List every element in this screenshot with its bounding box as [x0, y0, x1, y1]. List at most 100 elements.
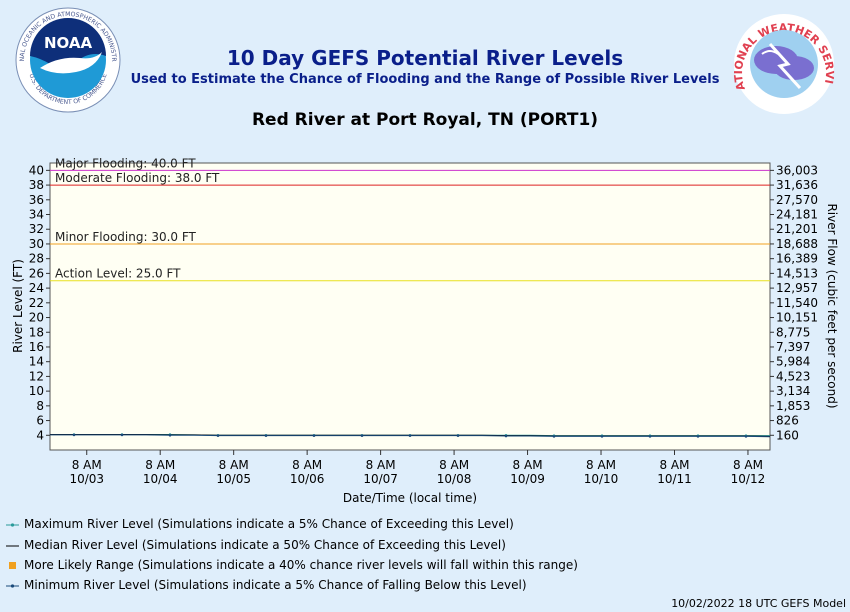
- y-tick-label: 10: [29, 384, 44, 398]
- y2-tick-label: 7,397: [776, 340, 810, 354]
- threshold-label: Moderate Flooding: 38.0 FT: [55, 171, 220, 185]
- y-tick-label: 22: [29, 296, 44, 310]
- series-point: [120, 433, 124, 437]
- legend-item-max: Maximum River Level (Simulations indicat…: [6, 516, 514, 532]
- x-tick-date-label: 10/03: [69, 472, 104, 486]
- y2-tick-label: 12,957: [776, 281, 818, 295]
- series-point: [456, 434, 460, 437]
- x-tick-date-label: 10/11: [657, 472, 692, 486]
- legend-label: Maximum River Level (Simulations indicat…: [24, 517, 514, 531]
- legend-swatch: [6, 545, 19, 546]
- series-point: [168, 433, 172, 437]
- x-tick-time-label: 8 AM: [733, 458, 763, 472]
- y-tick-label: 40: [29, 163, 44, 177]
- y2-tick-label: 21,201: [776, 222, 818, 236]
- legend-swatch-marker: [10, 522, 15, 527]
- x-tick-time-label: 8 AM: [292, 458, 322, 472]
- page-title: 10 Day GEFS Potential River Levels: [226, 46, 624, 70]
- page-subtitle: Used to Estimate the Chance of Flooding …: [130, 72, 720, 87]
- x-tick-time-label: 8 AM: [219, 458, 249, 472]
- y2-tick-label: 10,151: [776, 311, 818, 325]
- y-tick-label: 16: [29, 340, 44, 354]
- model-run-footer: 10/02/2022 18 UTC GEFS Model: [671, 597, 846, 610]
- noaa-logo-text: NOAA: [44, 34, 93, 52]
- y-tick-label: 20: [29, 311, 44, 325]
- y2-tick-label: 24,181: [776, 208, 818, 222]
- y-tick-label: 6: [36, 414, 44, 428]
- y2-tick-label: 826: [776, 414, 799, 428]
- series-point: [264, 434, 268, 437]
- series-point: [216, 434, 220, 437]
- x-axis-label: Date/Time (local time): [343, 491, 477, 505]
- y-axis-label: River Level (FT): [11, 259, 25, 353]
- y2-axis-label: River Flow (cubic feet per second): [825, 203, 839, 408]
- series-point: [408, 434, 412, 437]
- x-tick-time-label: 8 AM: [513, 458, 543, 472]
- legend-item-min: Minimum River Level (Simulations indicat…: [6, 577, 527, 593]
- y-tick-label: 26: [29, 266, 44, 280]
- series-point: [360, 434, 364, 437]
- legend-item-median: Median River Level (Simulations indicate…: [6, 537, 506, 553]
- x-tick-date-label: 10/06: [290, 472, 325, 486]
- legend-swatch: [6, 583, 19, 588]
- y2-tick-label: 16,389: [776, 252, 818, 266]
- x-tick-time-label: 8 AM: [366, 458, 396, 472]
- y-tick-label: 28: [29, 252, 44, 266]
- threshold-label: Action Level: 25.0 FT: [55, 267, 181, 281]
- y2-tick-label: 27,570: [776, 193, 818, 207]
- plot-area: [49, 162, 771, 451]
- series-point: [504, 434, 508, 438]
- y2-tick-label: 31,636: [776, 178, 818, 192]
- x-tick-time-label: 8 AM: [439, 458, 469, 472]
- y-tick-label: 4: [36, 428, 44, 442]
- x-tick-date-label: 10/05: [216, 472, 251, 486]
- x-tick-time-label: 8 AM: [659, 458, 689, 472]
- series-point: [552, 435, 556, 438]
- legend-swatch: [9, 561, 16, 569]
- y2-tick-label: 18,688: [776, 237, 818, 251]
- x-tick-time-label: 8 AM: [145, 458, 175, 472]
- y2-tick-label: 14,513: [776, 266, 818, 280]
- legend-label: Median River Level (Simulations indicate…: [24, 538, 506, 552]
- x-tick-time-label: 8 AM: [586, 458, 616, 472]
- y2-tick-label: 5,984: [776, 355, 810, 369]
- y-tick-label: 14: [29, 355, 44, 369]
- series-point: [648, 435, 652, 438]
- y-tick-label: 32: [29, 222, 44, 236]
- y-tick-label: 8: [36, 399, 44, 413]
- y2-tick-label: 8,775: [776, 325, 810, 339]
- x-tick-date-label: 10/04: [143, 472, 178, 486]
- x-tick-time-label: 8 AM: [72, 458, 102, 472]
- y-tick-label: 18: [29, 325, 44, 339]
- series-point: [600, 435, 604, 438]
- y-tick-label: 34: [29, 208, 44, 222]
- nws-logo: NATIONAL WEATHER SERVICE: [726, 8, 836, 114]
- y-tick-label: 24: [29, 281, 44, 295]
- threshold-label: Major Flooding: 40.0 FT: [55, 156, 196, 170]
- legend-swatch-box: [9, 561, 16, 569]
- y-tick-label: 30: [29, 237, 44, 251]
- y2-tick-label: 3,134: [776, 384, 810, 398]
- threshold-label: Minor Flooding: 30.0 FT: [55, 230, 197, 244]
- legend-swatch: [6, 522, 19, 527]
- series-point: [744, 435, 748, 438]
- series-point: [72, 433, 76, 437]
- noaa-logo: NATIONAL OCEANIC AND ATMOSPHERIC ADMINIS…: [10, 6, 121, 113]
- y-tick-label: 12: [29, 369, 44, 383]
- legend-label: Minimum River Level (Simulations indicat…: [24, 578, 527, 592]
- x-tick-date-label: 10/10: [584, 472, 619, 486]
- x-tick-date-label: 10/08: [437, 472, 472, 486]
- x-tick-date-label: 10/07: [363, 472, 398, 486]
- series-point: [696, 435, 700, 438]
- y2-tick-label: 1,853: [776, 399, 810, 413]
- x-tick-date-label: 10/09: [510, 472, 545, 486]
- legend-label: More Likely Range (Simulations indicate …: [24, 558, 578, 572]
- series-point: [312, 434, 316, 437]
- y2-tick-label: 11,540: [776, 296, 818, 310]
- y2-tick-label: 36,003: [776, 163, 818, 177]
- y-tick-label: 36: [29, 193, 44, 207]
- chart-title: Red River at Port Royal, TN (PORT1): [251, 110, 599, 130]
- legend-item-range: More Likely Range (Simulations indicate …: [6, 557, 578, 573]
- y2-tick-label: 160: [776, 428, 799, 442]
